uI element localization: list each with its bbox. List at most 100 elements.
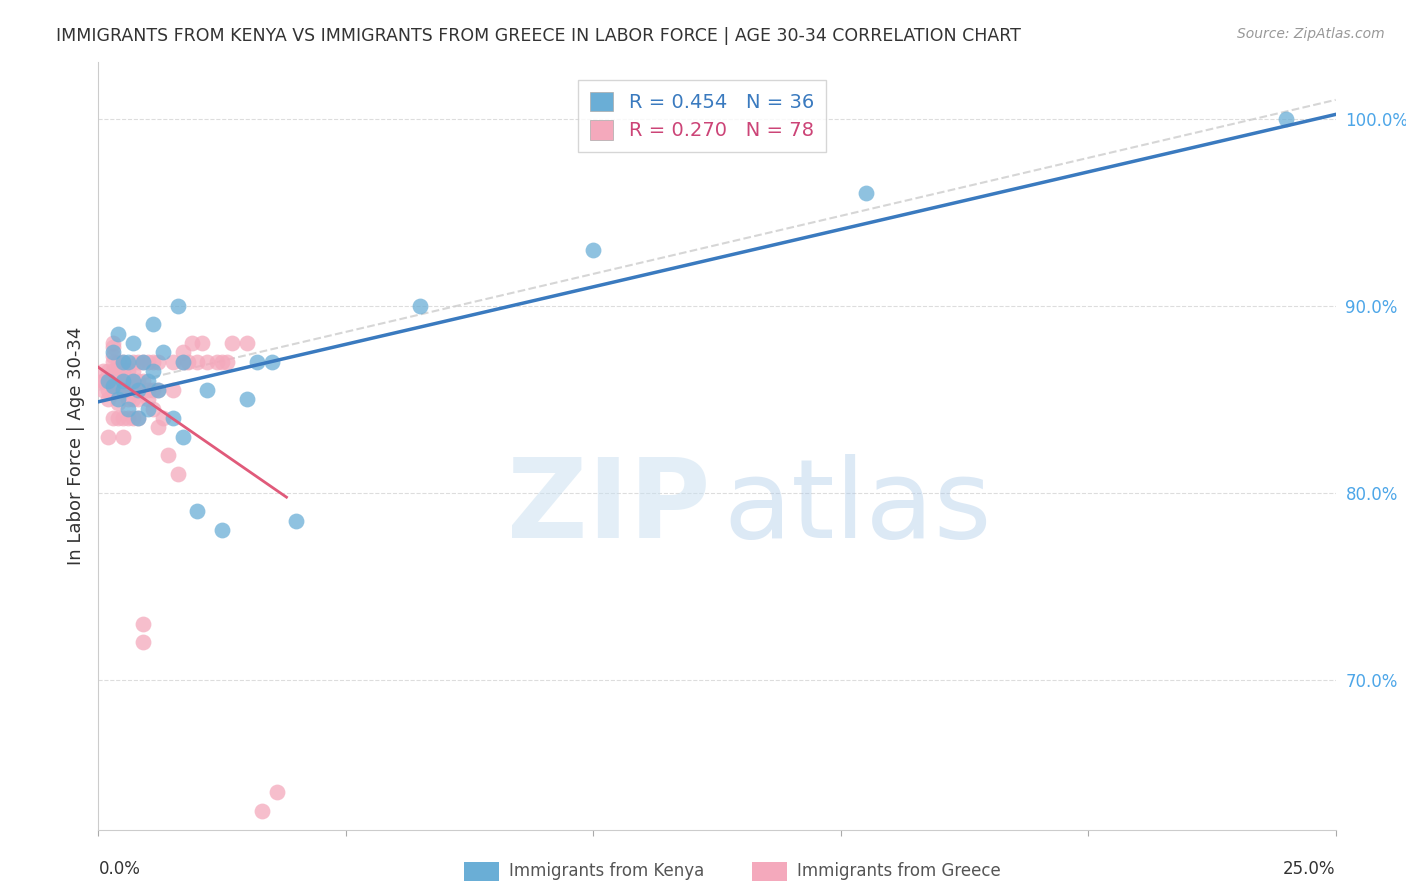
Point — [162, 411, 184, 425]
Point — [136, 401, 159, 416]
Point — [260, 355, 283, 369]
Point — [97, 383, 120, 397]
Point — [211, 355, 233, 369]
Point — [217, 355, 239, 369]
Point — [142, 383, 165, 397]
Point — [103, 336, 125, 351]
Point — [191, 336, 214, 351]
Point — [117, 392, 139, 407]
Point — [127, 411, 149, 425]
Point — [146, 355, 169, 369]
Point — [97, 374, 120, 388]
Point — [127, 355, 149, 369]
Point — [103, 411, 125, 425]
Point — [181, 336, 204, 351]
Point — [142, 364, 165, 378]
Point — [127, 392, 149, 407]
Point — [103, 364, 125, 378]
Point — [107, 326, 129, 341]
Point — [172, 355, 194, 369]
Point — [97, 392, 120, 407]
Text: 25.0%: 25.0% — [1284, 860, 1336, 878]
Legend: R = 0.454   N = 36, R = 0.270   N = 78: R = 0.454 N = 36, R = 0.270 N = 78 — [578, 79, 825, 152]
Point — [122, 411, 145, 425]
Point — [103, 383, 125, 397]
Point — [236, 336, 259, 351]
Point — [195, 355, 218, 369]
Point — [107, 411, 129, 425]
Point — [122, 374, 145, 388]
Point — [146, 420, 169, 434]
Point — [172, 355, 194, 369]
Y-axis label: In Labor Force | Age 30-34: In Labor Force | Age 30-34 — [66, 326, 84, 566]
Point — [127, 374, 149, 388]
Point — [112, 383, 135, 397]
Point — [122, 383, 145, 397]
Point — [107, 396, 129, 410]
Point — [162, 355, 184, 369]
Point — [117, 383, 139, 397]
Point — [152, 345, 174, 359]
Point — [112, 374, 135, 388]
Point — [132, 355, 155, 369]
Point — [132, 374, 155, 388]
Point — [266, 785, 288, 799]
Point — [112, 355, 135, 369]
Point — [97, 374, 120, 388]
Text: atlas: atlas — [723, 454, 991, 561]
Point — [97, 364, 120, 378]
Point — [855, 186, 877, 201]
Point — [146, 383, 169, 397]
Point — [112, 355, 135, 369]
Point — [166, 299, 188, 313]
Point — [172, 345, 194, 359]
Point — [285, 514, 308, 528]
Text: ZIP: ZIP — [508, 454, 711, 561]
Point — [146, 383, 169, 397]
Point — [136, 374, 159, 388]
Point — [152, 411, 174, 425]
Point — [162, 383, 184, 397]
Text: 0.0%: 0.0% — [98, 860, 141, 878]
Point — [107, 355, 129, 369]
Point — [132, 355, 155, 369]
Point — [186, 504, 208, 518]
Point — [582, 243, 605, 257]
Point — [142, 401, 165, 416]
Point — [132, 635, 155, 649]
Point — [122, 355, 145, 369]
Point — [246, 355, 269, 369]
Point — [156, 448, 179, 462]
Point — [112, 364, 135, 378]
Point — [103, 345, 125, 359]
Point — [112, 383, 135, 397]
Text: Source: ZipAtlas.com: Source: ZipAtlas.com — [1237, 27, 1385, 41]
Point — [127, 411, 149, 425]
Point — [117, 411, 139, 425]
Point — [103, 379, 125, 393]
Point — [236, 392, 259, 407]
Point — [127, 383, 149, 397]
Point — [142, 355, 165, 369]
Point — [211, 523, 233, 537]
Point — [409, 299, 432, 313]
Point — [107, 364, 129, 378]
Point — [93, 383, 115, 397]
Text: Immigrants from Kenya: Immigrants from Kenya — [509, 863, 704, 880]
Point — [112, 374, 135, 388]
Point — [103, 340, 125, 354]
Point — [132, 616, 155, 631]
Point — [250, 804, 273, 818]
Point — [176, 355, 198, 369]
Point — [166, 467, 188, 481]
Point — [107, 392, 129, 407]
Point — [112, 411, 135, 425]
Point — [107, 383, 129, 397]
Point — [195, 383, 218, 397]
Point — [186, 355, 208, 369]
Point — [136, 392, 159, 407]
Point — [205, 355, 228, 369]
Point — [97, 430, 120, 444]
Text: Immigrants from Greece: Immigrants from Greece — [797, 863, 1001, 880]
Point — [103, 349, 125, 363]
